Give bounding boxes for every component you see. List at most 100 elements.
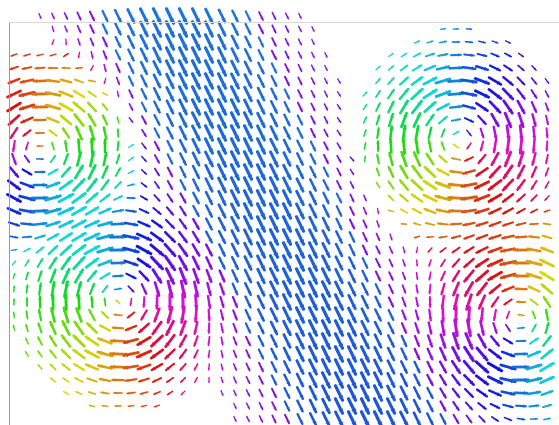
vector-arrow [256, 124, 266, 142]
vector-arrow [525, 259, 543, 267]
vector-arrow [218, 256, 226, 270]
vector-arrow [437, 222, 449, 226]
vector-arrow [179, 362, 187, 372]
vector-arrow [48, 349, 58, 359]
vector-arrow [269, 125, 279, 141]
vector-arrow [230, 34, 240, 50]
vector-arrow [126, 8, 136, 24]
vector-arrow [220, 349, 224, 359]
vector-arrow [98, 207, 112, 215]
vector-arrow [216, 163, 228, 181]
vector-arrow [44, 194, 62, 202]
vector-arrow [544, 195, 550, 201]
vector-arrow [190, 111, 202, 129]
vector-arrow [232, 309, 238, 321]
vector-arrow [349, 156, 355, 162]
vector-arrow [204, 190, 214, 206]
vector-arrow [137, 220, 151, 228]
vector-arrow [205, 256, 213, 270]
vector-arrow [73, 164, 85, 180]
vector-arrow [450, 157, 462, 161]
vector-arrow [294, 280, 306, 298]
vector-arrow [281, 241, 293, 259]
vector-arrow [166, 180, 174, 190]
vector-arrow [297, 101, 303, 113]
vector-arrow [333, 319, 345, 337]
vector-arrow [488, 220, 502, 228]
vector-arrow [466, 318, 473, 338]
vector-arrow [399, 99, 409, 115]
vector-arrow [530, 89, 538, 99]
vector-arrow [411, 164, 423, 180]
vector-arrow [37, 322, 43, 334]
vector-arrow [439, 413, 447, 425]
vector-arrow [115, 153, 121, 165]
vector-arrow [258, 388, 264, 398]
vector-arrow [335, 192, 343, 204]
vector-arrow [283, 400, 291, 412]
vector-arrow [89, 150, 95, 168]
vector-arrow [25, 323, 29, 333]
vector-arrow [110, 260, 126, 266]
vector-arrow [59, 78, 73, 84]
vector-arrow [153, 113, 161, 127]
vector-arrow [413, 347, 421, 361]
vector-arrow [11, 152, 17, 166]
vector-arrow [362, 231, 368, 243]
vector-arrow [322, 179, 330, 191]
vector-arrow [61, 127, 71, 139]
vector-arrow [255, 215, 267, 233]
vector-arrow [72, 334, 86, 348]
vector-arrow [153, 281, 161, 297]
vector-arrow [129, 297, 133, 307]
vector-arrow [242, 202, 254, 220]
vector-arrow [528, 337, 540, 345]
vector-arrow [514, 287, 528, 291]
vector-arrow [363, 142, 367, 150]
vector-arrow [426, 412, 434, 425]
vector-arrow [73, 113, 85, 127]
vector-arrow [387, 76, 395, 86]
vector-arrow [282, 151, 292, 167]
vector-arrow [543, 209, 551, 213]
vector-arrow [477, 294, 487, 310]
vector-arrow [271, 401, 277, 411]
vector-arrow [86, 377, 98, 383]
vector-arrow [220, 376, 224, 384]
vector-arrow [71, 243, 87, 257]
vector-arrow [399, 64, 409, 72]
vector-arrow [204, 217, 214, 231]
vector-arrow [517, 64, 525, 72]
vector-arrow [125, 209, 137, 214]
vector-arrow [192, 280, 200, 298]
vector-arrow [489, 335, 501, 347]
vector-arrow [310, 115, 316, 125]
vector-arrow [271, 37, 277, 47]
vector-arrow [460, 195, 478, 201]
vector-arrow [505, 137, 511, 155]
vector-arrow [452, 281, 460, 297]
vector-arrow [346, 358, 358, 376]
vector-arrow [376, 207, 380, 215]
vector-arrow [207, 335, 211, 347]
vector-arrow [321, 254, 331, 272]
vector-arrow [544, 321, 550, 335]
vector-arrow [23, 53, 31, 57]
vector-arrow [101, 102, 109, 112]
vector-arrow [139, 391, 149, 395]
vector-arrow [164, 267, 176, 285]
vector-arrow [258, 415, 264, 423]
vector-arrow [128, 143, 134, 149]
vector-arrow [398, 76, 410, 86]
vector-arrow [62, 152, 70, 166]
vector-arrow [178, 348, 188, 360]
vector-arrow [73, 320, 85, 336]
vector-arrow [60, 334, 72, 348]
vector-arrow [152, 86, 162, 102]
vector-arrow [12, 298, 16, 306]
vector-arrow [89, 137, 95, 155]
vector-arrow [122, 351, 140, 358]
vector-arrow [217, 176, 227, 194]
vector-arrow [512, 377, 530, 383]
vector-arrow [232, 363, 238, 371]
